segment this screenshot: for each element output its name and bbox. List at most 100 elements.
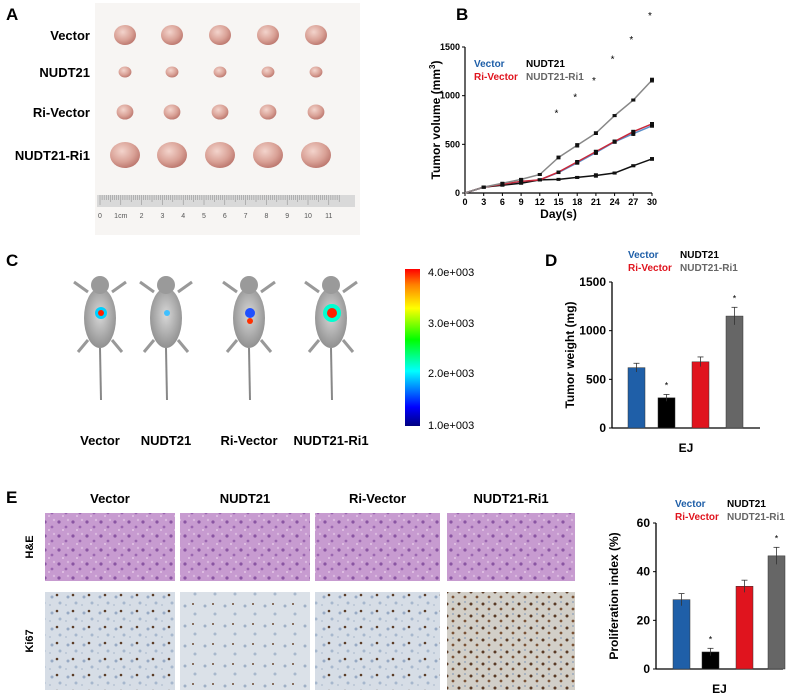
x-tick-label: 6 xyxy=(500,197,505,207)
y-tick-label: 0 xyxy=(455,188,460,198)
significance-asterisk: * xyxy=(592,76,596,87)
tumor-image xyxy=(213,66,227,78)
tumor-image xyxy=(301,142,331,168)
panel-d: D 0 500 1000 1500 * * EJ Tumor weight (mg) Vecto… xyxy=(545,250,760,455)
y-tick-label: 0 xyxy=(599,421,606,435)
tumor-image xyxy=(307,104,325,120)
y-tick-label: 1000 xyxy=(440,91,460,101)
column-label-nudt21: NUDT21 xyxy=(220,491,271,506)
panel-label-d: D xyxy=(545,251,557,270)
ruler-label: 10 xyxy=(304,213,312,220)
ruler-label: 6 xyxy=(223,213,227,220)
y-tick-label: 60 xyxy=(637,516,651,530)
data-point-ri-vector xyxy=(612,139,617,143)
significance-asterisk: * xyxy=(611,55,615,66)
tumor-weight-chart: 0 500 1000 1500 * * EJ Tumor weight (mg) Vector N… xyxy=(563,250,760,455)
legend-ri-vector: Ri-Vector xyxy=(474,72,518,83)
legend-vector: Vector xyxy=(474,59,505,70)
y-tick-label: 20 xyxy=(637,613,651,627)
data-point-nudt21 xyxy=(519,181,524,185)
data-point-ri-vector xyxy=(537,178,542,182)
mouse-image-vector xyxy=(73,276,127,401)
mouse-tail xyxy=(165,347,168,401)
ruler: 0 1cm 2 3 4 5 6 7 8 9 10 11 xyxy=(97,195,355,220)
data-point-ri-vector xyxy=(556,170,561,174)
bioluminescence-signal xyxy=(245,308,255,318)
data-point-nudt21-ri1 xyxy=(500,181,505,185)
mouse-body xyxy=(150,288,182,348)
ruler-label: 9 xyxy=(285,213,289,220)
panel-label-a: A xyxy=(6,5,18,24)
mouse-limb xyxy=(111,280,127,294)
tumor-image xyxy=(305,25,327,45)
data-point-nudt21-ri1 xyxy=(556,155,561,159)
tumor-image xyxy=(205,142,235,168)
he-stain-image-nudt21-ri1 xyxy=(447,513,575,581)
y-axis-label: Tumor weight (mg) xyxy=(563,301,577,408)
tumor-image xyxy=(114,25,136,45)
ruler-label: 8 xyxy=(264,213,268,220)
tumor-volume-chart: 0 500 1000 1500 0 3 6 9 12 15 18 21 24 27 30 Day(s) Tumo… xyxy=(428,11,657,221)
panel-e: E Vector NUDT21 Ri-Vector NUDT21-Ri1 H&E Ki67… xyxy=(6,488,786,696)
tumor-image xyxy=(163,104,181,120)
ruler-label: 1cm xyxy=(114,213,127,220)
ki67-stain-image-ri-vector xyxy=(315,592,440,690)
mouse-limb xyxy=(260,280,276,294)
significance-asterisk: * xyxy=(555,108,559,119)
tumor-image xyxy=(211,104,229,120)
bar-ri-vector xyxy=(691,361,710,429)
bioluminescence-signal xyxy=(98,310,104,316)
x-tick-label: 15 xyxy=(553,197,563,207)
row-label-ri-vector: Ri-Vector xyxy=(33,105,90,120)
tumor-image xyxy=(259,104,277,120)
ki67-stain-image-nudt21-ri1 xyxy=(447,592,575,690)
group-label-nudt21: NUDT21 xyxy=(141,433,192,448)
tumor-image xyxy=(116,104,134,120)
proliferation-index-chart: 0 20 40 60 * * EJ Proliferation index (%) Vector… xyxy=(607,499,786,696)
mouse-limb xyxy=(222,280,238,294)
panel-label-e: E xyxy=(6,488,17,507)
x-tick-label: 27 xyxy=(628,197,638,207)
row-label-ki67: Ki67 xyxy=(24,629,36,652)
data-point-nudt21-ri1 xyxy=(575,143,580,147)
bar-ri-vector xyxy=(735,586,754,670)
data-point-nudt21 xyxy=(631,164,636,168)
mouse-head xyxy=(240,276,258,294)
panel-a: A Vector NUDT21 Ri-Vector NUDT21-Ri1 0 1cm 2 3… xyxy=(6,3,360,235)
he-stain-image-nudt21 xyxy=(180,513,310,581)
group-label-vector: Vector xyxy=(80,433,120,448)
legend-nudt21-ri1: NUDT21-Ri1 xyxy=(680,263,738,274)
mouse-tail xyxy=(99,347,102,401)
ruler-label: 7 xyxy=(244,213,248,220)
column-label-nudt21-ri1: NUDT21-Ri1 xyxy=(473,491,548,506)
data-point-ri-vector xyxy=(631,130,636,134)
data-point-nudt21-ri1 xyxy=(593,131,598,135)
x-tick-label: 12 xyxy=(535,197,545,207)
legend-nudt21-ri1: NUDT21-Ri1 xyxy=(727,512,785,523)
tumor-image xyxy=(209,25,231,45)
mouse-image-nudt21-ri1 xyxy=(304,276,358,401)
mouse-limb xyxy=(139,280,155,294)
significance-asterisk: * xyxy=(709,634,713,644)
legend-vector: Vector xyxy=(628,250,659,261)
legend-ri-vector: Ri-Vector xyxy=(675,512,719,523)
row-label-he: H&E xyxy=(24,535,36,558)
significance-asterisk: * xyxy=(648,11,652,22)
bar-vector xyxy=(672,599,691,670)
mouse-limb xyxy=(304,280,320,294)
series-line-nudt21 xyxy=(464,158,653,194)
data-point-nudt21 xyxy=(650,157,654,161)
x-axis-label: EJ xyxy=(679,441,694,455)
ki67-stain-image-vector xyxy=(45,592,175,690)
significance-asterisk: * xyxy=(665,380,669,390)
column-label-vector: Vector xyxy=(90,491,130,506)
data-point-ri-vector xyxy=(575,160,580,164)
tumor-image xyxy=(161,25,183,45)
group-label-nudt21-ri1: NUDT21-Ri1 xyxy=(293,433,368,448)
x-tick-label: 30 xyxy=(647,197,657,207)
significance-asterisk: * xyxy=(733,293,737,303)
colorbar-label: 2.0e+003 xyxy=(428,368,474,380)
bar-nudt21 xyxy=(657,397,676,429)
mouse-limb xyxy=(259,339,273,353)
